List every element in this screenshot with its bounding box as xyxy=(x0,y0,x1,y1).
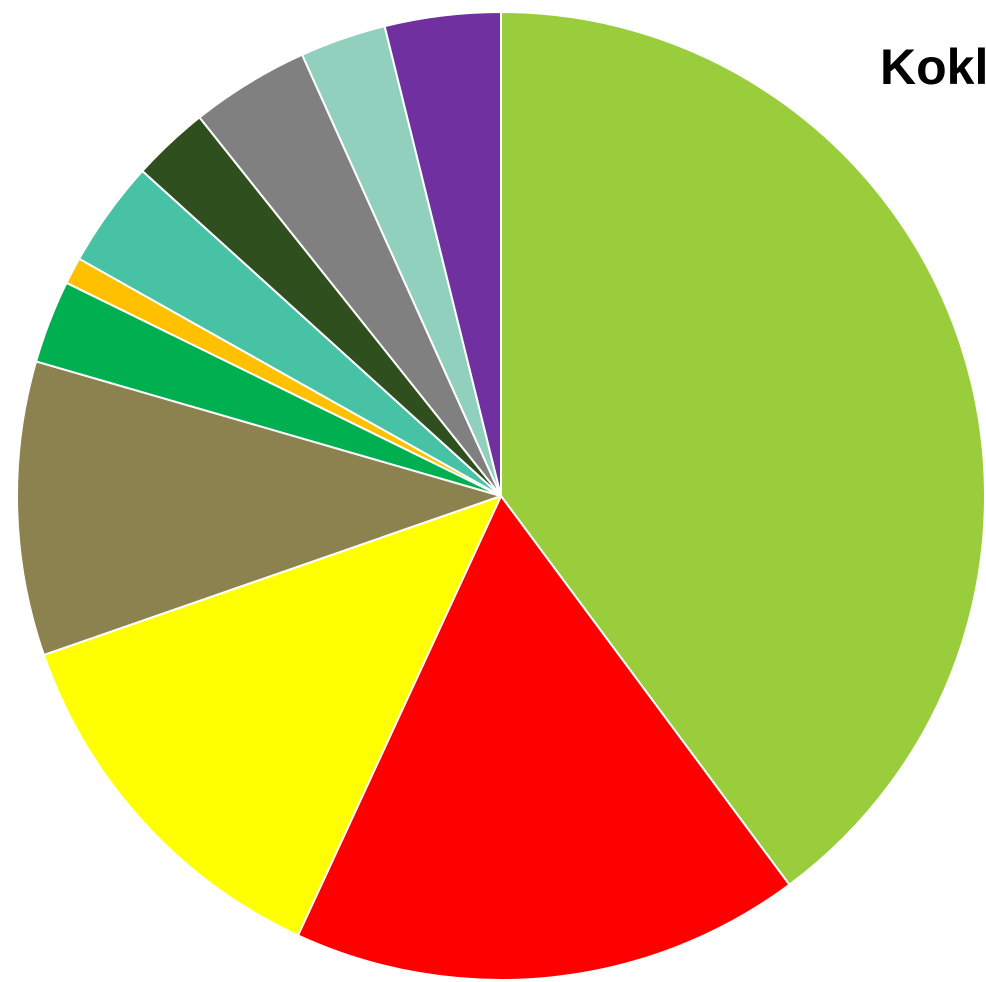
pie-slice-11 xyxy=(383,11,502,497)
pie-slice-3 xyxy=(42,495,502,937)
chart-title: Kokl xyxy=(880,39,986,95)
pie-slice-4 xyxy=(16,360,502,656)
pie-slice-1 xyxy=(500,11,986,886)
pie-slice-2 xyxy=(297,495,791,981)
